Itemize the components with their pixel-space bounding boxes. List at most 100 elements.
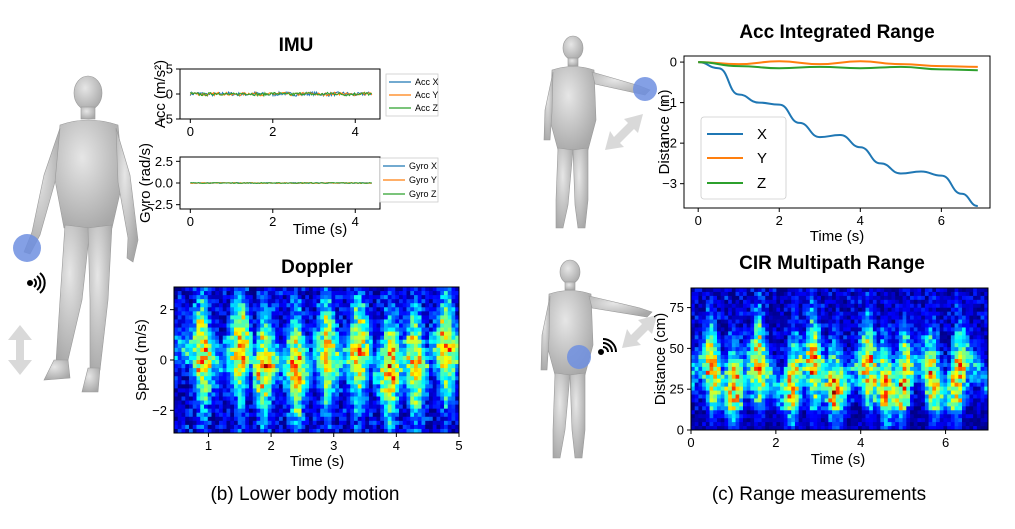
cir-cell (765, 307, 770, 313)
cir-cell (765, 323, 770, 328)
doppler-cell (384, 428, 389, 434)
doppler-cell (350, 364, 355, 369)
doppler-cell (432, 339, 437, 345)
cir-cell (735, 406, 740, 411)
cir-cell (731, 370, 736, 376)
cir-cell (754, 418, 759, 423)
doppler-cell (320, 388, 325, 393)
cir-cell (898, 339, 904, 344)
gyro-ytick-label-0: 2.5 (155, 154, 173, 169)
doppler-cell (312, 327, 317, 333)
cir-cell (794, 406, 800, 411)
doppler-cell (252, 376, 257, 381)
cir-cell (817, 323, 822, 328)
cir-cell (787, 426, 792, 431)
doppler-cell (376, 428, 381, 434)
doppler-cell (275, 315, 280, 320)
cir-cell (750, 339, 755, 344)
doppler-cell (369, 360, 374, 365)
doppler-cell (384, 311, 389, 316)
doppler-cell (252, 335, 257, 341)
doppler-cell (230, 368, 235, 373)
cir-cell (702, 355, 707, 360)
doppler-cell (305, 364, 310, 369)
cir-cell (813, 331, 818, 336)
cir-cell (713, 359, 718, 364)
doppler-cell (331, 360, 336, 365)
cir-cell (776, 374, 781, 380)
cir-cell (898, 402, 904, 407)
doppler-cell (395, 343, 400, 349)
cir-cell (806, 307, 811, 313)
cir-cell (865, 402, 870, 407)
doppler-cell (196, 311, 201, 316)
doppler-cell (200, 319, 205, 324)
doppler-cell (264, 351, 269, 357)
doppler-cell (327, 351, 332, 357)
cir-cell (902, 339, 907, 344)
cir-cell (720, 299, 725, 305)
cir-cell (765, 418, 770, 423)
cir-cell (746, 335, 751, 340)
cir-cell (872, 343, 878, 348)
doppler-cell (380, 404, 385, 410)
doppler-cell (376, 368, 381, 373)
doppler-cell (414, 408, 419, 414)
doppler-cell (204, 331, 209, 337)
doppler-cell (286, 315, 291, 320)
cir-cell (783, 418, 788, 423)
cir-cell (780, 359, 785, 364)
doppler-cell (215, 412, 220, 418)
cir-cell (832, 426, 837, 431)
doppler-cell (331, 380, 336, 385)
doppler-cell (425, 355, 430, 361)
cir-cell (846, 335, 852, 340)
doppler-cell (425, 400, 430, 406)
cir-cell (820, 295, 826, 301)
cir-cell (839, 295, 844, 301)
doppler-cell (249, 327, 254, 333)
doppler-cell (357, 307, 362, 312)
doppler-cell (271, 351, 276, 357)
doppler-cell (181, 315, 186, 320)
doppler-cell (177, 335, 182, 341)
doppler-cell (177, 392, 182, 397)
doppler-cell (301, 404, 306, 410)
cir-cell (742, 299, 748, 305)
cir-cell (820, 398, 826, 403)
cir-cell (735, 390, 740, 395)
doppler-cell (384, 351, 389, 357)
cir-cell (731, 307, 736, 313)
cir-cell (854, 323, 859, 328)
cir-cell (824, 394, 829, 399)
cir-cell (906, 343, 911, 348)
cir-cell (809, 311, 814, 317)
cir-cell (898, 398, 904, 403)
cir-cell (724, 418, 729, 423)
cir-cell (910, 351, 915, 356)
doppler-cell (211, 319, 216, 324)
doppler-cell (429, 323, 434, 328)
cir-cell (880, 307, 885, 313)
doppler-cell (432, 388, 437, 393)
doppler-cell (395, 380, 400, 385)
cir-cell (772, 410, 777, 415)
cir-cell (809, 398, 814, 403)
doppler-cell (267, 303, 272, 308)
doppler-cell (417, 372, 422, 377)
doppler-cell (327, 311, 332, 316)
doppler-cell (290, 355, 295, 361)
doppler-cell (372, 335, 377, 341)
doppler-cell (297, 372, 302, 377)
cir-cell (839, 351, 844, 356)
cir-cell (761, 335, 766, 340)
doppler-cell (185, 428, 190, 434)
doppler-cell (402, 351, 407, 357)
cir-cell (858, 299, 863, 305)
doppler-cell (237, 396, 242, 401)
cir-cell (895, 307, 900, 313)
cir-cell (720, 327, 725, 332)
doppler-cell (181, 307, 186, 312)
cir-cell (832, 359, 837, 364)
acc-range-title: Acc Integrated Range (739, 22, 934, 43)
